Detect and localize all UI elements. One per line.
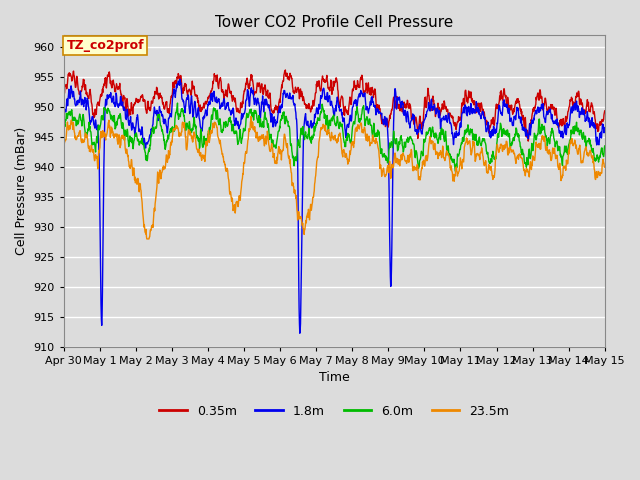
Title: Tower CO2 Profile Cell Pressure: Tower CO2 Profile Cell Pressure [215,15,453,30]
Legend: 0.35m, 1.8m, 6.0m, 23.5m: 0.35m, 1.8m, 6.0m, 23.5m [154,400,515,423]
X-axis label: Time: Time [319,372,349,384]
Text: TZ_co2prof: TZ_co2prof [67,39,144,52]
Y-axis label: Cell Pressure (mBar): Cell Pressure (mBar) [15,127,28,255]
